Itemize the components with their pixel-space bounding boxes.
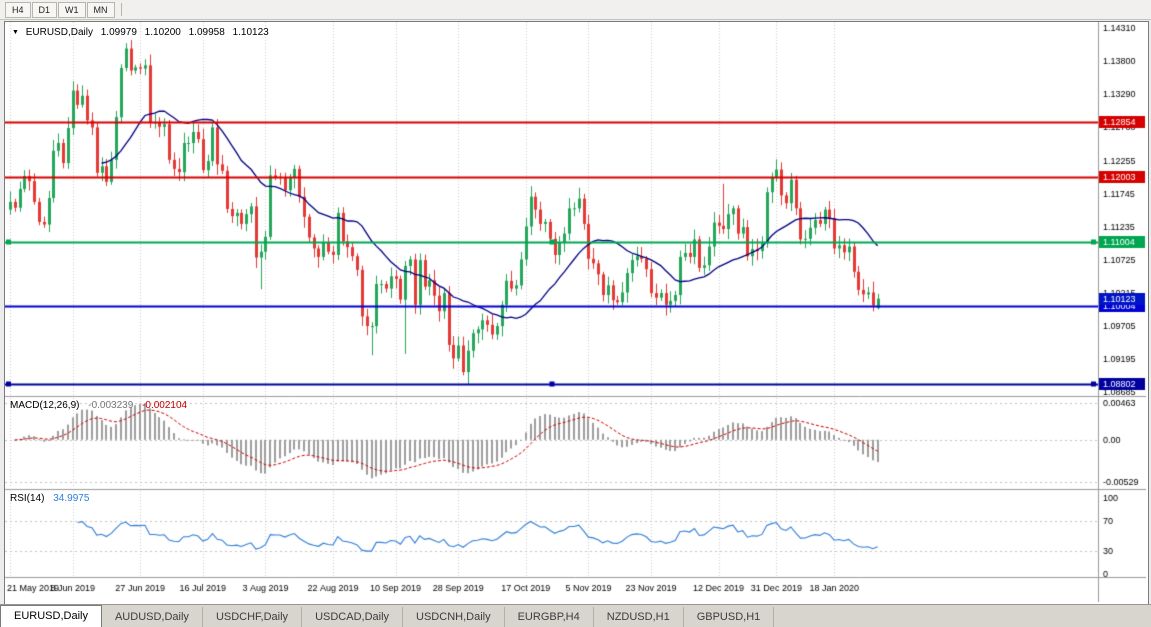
macd-signal-value: -0.002104 (142, 400, 188, 411)
chart-tab-eurgbp-h4[interactable]: EURGBP,H4 (504, 607, 594, 627)
toolbar-separator (120, 3, 122, 16)
price-chart-canvas[interactable] (5, 22, 1146, 602)
chart-legend: ▼ EURUSD,Daily 1.09979 1.10200 1.09958 1… (12, 27, 269, 38)
chart-window: ▼ EURUSD,Daily 1.09979 1.10200 1.09958 1… (4, 21, 1149, 605)
macd-legend: MACD(12,26,9) -0.003239 -0.002104 (10, 400, 187, 411)
chart-menu-icon[interactable]: ▼ (12, 29, 19, 36)
timeframe-button-d1[interactable]: D1 (31, 1, 58, 18)
ohlc-high: 1.10200 (144, 27, 181, 38)
rsi-value: 34.9975 (53, 493, 90, 504)
timeframe-button-h4[interactable]: H4 (5, 1, 31, 18)
chart-tab-gbpusd-h1[interactable]: GBPUSD,H1 (683, 607, 775, 627)
chart-tab-nzdusd-h1[interactable]: NZDUSD,H1 (593, 607, 684, 627)
chart-tab-eurusd-daily[interactable]: EURUSD,Daily (0, 605, 102, 627)
chart-tabbar: EURUSD,Daily AUDUSD,Daily USDCHF,Daily USDC… (0, 604, 1151, 627)
ohlc-open: 1.09979 (100, 27, 137, 38)
macd-label: MACD(12,26,9) (10, 400, 80, 411)
rsi-legend: RSI(14) 34.9975 (10, 493, 89, 504)
timeframe-button-w1[interactable]: W1 (58, 1, 86, 18)
chart-tab-usdcad-daily[interactable]: USDCAD,Daily (302, 607, 404, 627)
ohlc-low: 1.09958 (188, 27, 225, 38)
chart-tab-usdcnh-daily[interactable]: USDCNH,Daily (403, 607, 505, 627)
chart-symbol-period: EURUSD,Daily (25, 27, 93, 38)
ohlc-close: 1.10123 (232, 27, 269, 38)
timeframe-button-mn[interactable]: MN (86, 1, 115, 18)
chart-tab-audusd-daily[interactable]: AUDUSD,Daily (101, 607, 203, 627)
rsi-label: RSI(14) (10, 493, 45, 504)
chart-tab-usdchf-daily[interactable]: USDCHF,Daily (202, 607, 303, 627)
timeframe-toolbar: H4 D1 W1 MN (0, 0, 1151, 20)
macd-main-value: -0.003239 (88, 400, 134, 411)
